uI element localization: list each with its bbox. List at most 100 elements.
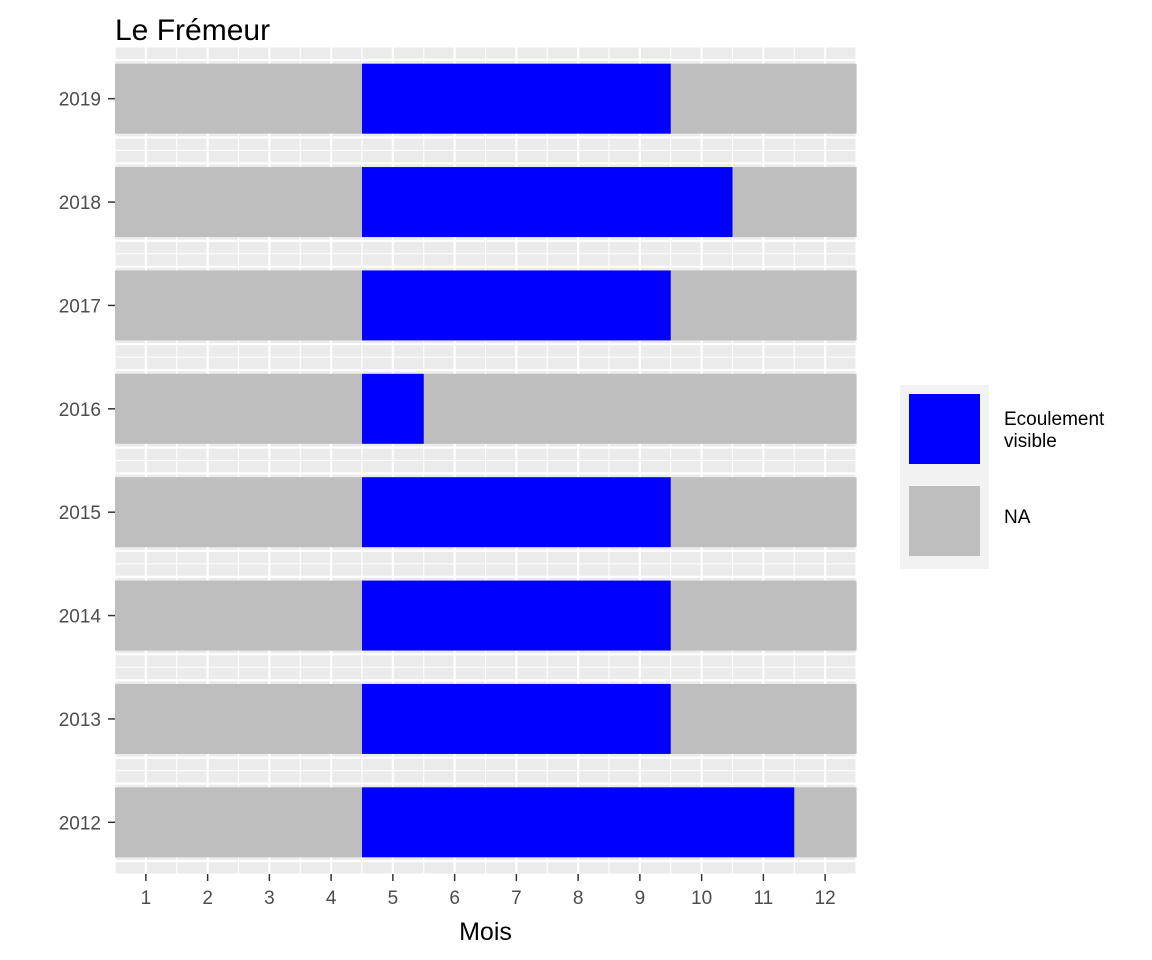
tile-2013-9 bbox=[609, 683, 672, 754]
y-axis: 2012 2013 2014 2015 2016 2017 2018 2019 bbox=[59, 90, 115, 834]
tiles bbox=[115, 63, 857, 858]
tile-2019-1 bbox=[115, 63, 178, 134]
tile-2018-11 bbox=[732, 167, 795, 238]
tile-2018-7 bbox=[485, 167, 548, 238]
tile-2012-10 bbox=[670, 787, 734, 858]
x-tick-label: 1 bbox=[141, 888, 152, 909]
y-tick-label: 2013 bbox=[59, 710, 101, 731]
tile-2015-11 bbox=[732, 477, 795, 548]
tile-2018-4 bbox=[300, 167, 363, 238]
tile-2016-7 bbox=[485, 373, 548, 444]
legend-label: Ecoulement visible bbox=[1004, 409, 1105, 452]
tile-2018-8 bbox=[547, 167, 610, 238]
y-tick-label: 2012 bbox=[59, 813, 101, 834]
y-tick-label: 2014 bbox=[59, 607, 102, 628]
tile-2013-7 bbox=[485, 683, 548, 754]
tile-2017-1 bbox=[115, 270, 178, 341]
tile-2014-3 bbox=[238, 580, 301, 651]
y-tick-label: 2019 bbox=[59, 90, 101, 111]
tile-2015-7 bbox=[485, 477, 548, 548]
tile-2013-2 bbox=[176, 683, 240, 754]
tile-2017-8 bbox=[547, 270, 610, 341]
tile-2012-9 bbox=[609, 787, 672, 858]
tile-2016-5 bbox=[362, 373, 425, 444]
y-tick-label: 2018 bbox=[59, 193, 101, 214]
tile-2012-4 bbox=[300, 787, 363, 858]
tile-2016-9 bbox=[609, 373, 672, 444]
tile-2014-11 bbox=[732, 580, 795, 651]
tile-2015-5 bbox=[362, 477, 425, 548]
tile-2013-10 bbox=[670, 683, 734, 754]
tile-2015-9 bbox=[609, 477, 672, 548]
tile-2017-7 bbox=[485, 270, 548, 341]
x-tick-label: 2 bbox=[202, 888, 213, 909]
tile-2016-8 bbox=[547, 373, 610, 444]
tile-2017-2 bbox=[176, 270, 240, 341]
tile-2013-11 bbox=[732, 683, 795, 754]
tile-2017-4 bbox=[300, 270, 363, 341]
tile-2012-2 bbox=[176, 787, 240, 858]
tile-2019-9 bbox=[609, 63, 672, 134]
tile-2018-12 bbox=[794, 167, 857, 238]
tile-2014-4 bbox=[300, 580, 363, 651]
tile-2012-5 bbox=[362, 787, 425, 858]
tile-2019-11 bbox=[732, 63, 795, 134]
tile-2017-9 bbox=[609, 270, 672, 341]
tile-2018-2 bbox=[176, 167, 240, 238]
tile-2019-8 bbox=[547, 63, 610, 134]
tile-2015-4 bbox=[300, 477, 363, 548]
tile-2012-3 bbox=[238, 787, 301, 858]
tile-2017-6 bbox=[423, 270, 487, 341]
x-tick-label: 4 bbox=[326, 888, 337, 909]
tile-2014-6 bbox=[423, 580, 487, 651]
tile-2015-3 bbox=[238, 477, 301, 548]
tile-2017-12 bbox=[794, 270, 857, 341]
tile-2013-6 bbox=[423, 683, 487, 754]
x-axis-title: Mois bbox=[459, 918, 512, 946]
tile-2018-1 bbox=[115, 167, 178, 238]
tile-2015-2 bbox=[176, 477, 240, 548]
tile-2016-2 bbox=[176, 373, 240, 444]
tile-2019-3 bbox=[238, 63, 301, 134]
tile-2016-1 bbox=[115, 373, 178, 444]
tile-2012-12 bbox=[794, 787, 857, 858]
x-tick-label: 7 bbox=[511, 888, 522, 909]
tile-2012-6 bbox=[423, 787, 487, 858]
tile-2016-6 bbox=[423, 373, 487, 444]
tile-2019-10 bbox=[670, 63, 734, 134]
tile-2018-9 bbox=[609, 167, 672, 238]
tile-2014-2 bbox=[176, 580, 240, 651]
x-tick-label: 12 bbox=[815, 888, 836, 909]
tile-2015-12 bbox=[794, 477, 857, 548]
tile-2019-4 bbox=[300, 63, 363, 134]
tile-2013-12 bbox=[794, 683, 857, 754]
tile-2017-10 bbox=[670, 270, 734, 341]
tile-2017-5 bbox=[362, 270, 425, 341]
tile-2018-5 bbox=[362, 167, 425, 238]
tile-2016-4 bbox=[300, 373, 363, 444]
tile-2013-8 bbox=[547, 683, 610, 754]
tile-2013-3 bbox=[238, 683, 301, 754]
legend-swatch bbox=[909, 394, 980, 464]
tile-2019-7 bbox=[485, 63, 548, 134]
tile-2014-1 bbox=[115, 580, 178, 651]
x-tick-label: 10 bbox=[691, 888, 712, 909]
tile-2019-6 bbox=[423, 63, 487, 134]
tile-2014-5 bbox=[362, 580, 425, 651]
tile-2012-1 bbox=[115, 787, 178, 858]
x-tick-label: 8 bbox=[573, 888, 584, 909]
tile-2018-6 bbox=[423, 167, 487, 238]
tile-2014-10 bbox=[670, 580, 734, 651]
tile-2015-10 bbox=[670, 477, 734, 548]
x-axis: 1 2 3 4 5 6 7 8 9 10 11 12 bbox=[141, 874, 836, 909]
tile-2012-11 bbox=[732, 787, 795, 858]
legend: Ecoulement visible NA bbox=[900, 385, 1105, 569]
x-tick-label: 11 bbox=[754, 888, 774, 909]
tile-2014-9 bbox=[609, 580, 672, 651]
tile-2013-4 bbox=[300, 683, 363, 754]
y-tick-label: 2015 bbox=[59, 503, 101, 524]
x-tick-label: 3 bbox=[264, 888, 275, 909]
tile-2017-11 bbox=[732, 270, 795, 341]
tile-2015-1 bbox=[115, 477, 178, 548]
